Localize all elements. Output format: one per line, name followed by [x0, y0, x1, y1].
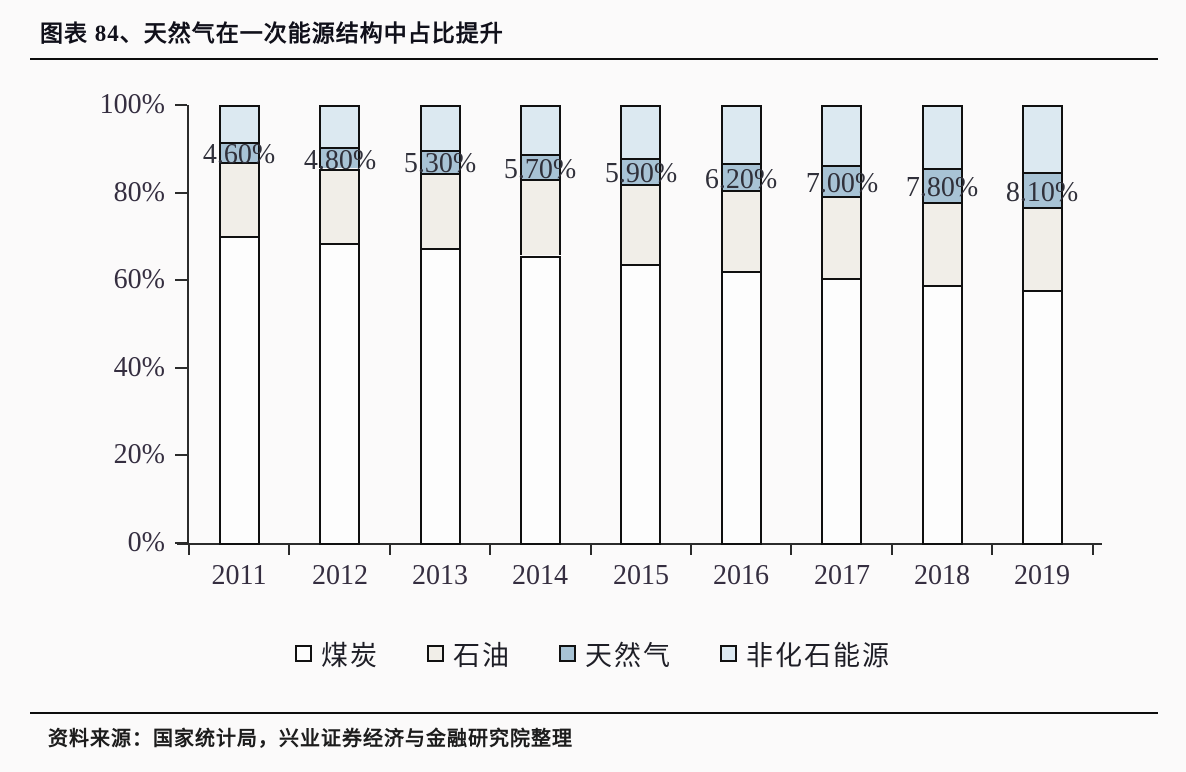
y-tick [175, 104, 187, 106]
y-tick-label: 80% [113, 177, 165, 208]
legend-swatch [295, 645, 312, 662]
x-tick-label: 2014 [512, 560, 568, 591]
x-tick [690, 545, 692, 555]
source-text: 资料来源：国家统计局，兴业证券经济与金融研究院整理 [48, 728, 573, 750]
legend-item-天然气: 天然气 [559, 634, 672, 673]
y-tick-label: 20% [113, 439, 165, 470]
bar-segment-煤炭 [520, 256, 561, 545]
bar-segment-非化石能源 [620, 105, 661, 158]
x-tick-label: 2017 [814, 560, 870, 591]
bar-segment-石油 [219, 162, 260, 236]
y-tick [175, 454, 187, 456]
y-tick [175, 367, 187, 369]
bar-segment-煤炭 [922, 285, 963, 545]
bar-segment-煤炭 [319, 243, 360, 545]
bar-label: 6.20% [704, 164, 778, 195]
bar-segment-天然气 [821, 165, 862, 196]
legend-item-非化石能源: 非化石能源 [720, 634, 891, 673]
legend-label: 石油 [453, 641, 511, 671]
bar-segment-石油 [420, 173, 461, 248]
title-divider [30, 58, 1158, 60]
bar-segment-天然气 [520, 154, 561, 179]
bar-label: 5.30% [403, 148, 477, 179]
x-tick-label: 2016 [713, 560, 769, 591]
bar-segment-煤炭 [721, 271, 762, 545]
legend-label: 煤炭 [321, 641, 379, 671]
x-tick [1092, 545, 1094, 555]
bar-label: 5.70% [503, 154, 577, 185]
y-tick-label: 60% [113, 264, 165, 295]
bar-segment-石油 [319, 169, 360, 243]
bar-label: 8.10% [1005, 177, 1079, 208]
bar-segment-非化石能源 [520, 105, 561, 154]
y-tick-label: 100% [99, 89, 165, 120]
legend-item-煤炭: 煤炭 [295, 634, 379, 673]
x-tick [288, 545, 290, 555]
bar-segment-煤炭 [219, 236, 260, 545]
bar-segment-石油 [721, 190, 762, 271]
bar-segment-煤炭 [620, 264, 661, 545]
bar-segment-天然气 [721, 163, 762, 190]
x-tick [188, 545, 190, 555]
bar-segment-天然气 [922, 168, 963, 202]
bar-segment-天然气 [319, 147, 360, 168]
legend-item-石油: 石油 [427, 634, 511, 673]
bar-segment-石油 [1022, 207, 1063, 290]
legend-swatch [559, 645, 576, 662]
legend-label: 天然气 [585, 641, 672, 671]
bar-segment-非化石能源 [721, 105, 762, 163]
y-tick-label: 0% [127, 527, 165, 558]
y-axis-line [187, 105, 189, 545]
bar-segment-非化石能源 [1022, 105, 1063, 172]
x-tick-label: 2015 [613, 560, 669, 591]
x-tick-label: 2018 [914, 560, 970, 591]
bar-segment-天然气 [219, 142, 260, 162]
bar-label: 7.80% [905, 172, 979, 203]
bar-segment-石油 [620, 184, 661, 264]
y-tick-label: 40% [113, 352, 165, 383]
bar-segment-非化石能源 [821, 105, 862, 165]
bar-segment-天然气 [1022, 172, 1063, 207]
y-tick [175, 279, 187, 281]
chart-legend: 煤炭 石油 天然气 非化石能源 [0, 634, 1186, 673]
bar-segment-石油 [821, 196, 862, 278]
legend-swatch [720, 645, 737, 662]
bar-label: 5.90% [604, 158, 678, 189]
bar-segment-天然气 [620, 158, 661, 184]
x-tick-label: 2011 [211, 560, 267, 591]
source-divider [30, 712, 1158, 714]
x-tick [489, 545, 491, 555]
bar-segment-天然气 [420, 150, 461, 173]
x-tick-label: 2019 [1014, 560, 1070, 591]
x-tick [590, 545, 592, 555]
x-tick [389, 545, 391, 555]
y-tick [175, 542, 187, 544]
y-tick [175, 192, 187, 194]
bar-segment-非化石能源 [319, 105, 360, 147]
bar-segment-非化石能源 [219, 105, 260, 142]
bar-segment-非化石能源 [922, 105, 963, 168]
bar-segment-石油 [520, 179, 561, 255]
x-tick-label: 2012 [312, 560, 368, 591]
x-tick [991, 545, 993, 555]
bar-segment-石油 [922, 202, 963, 285]
bar-segment-煤炭 [821, 278, 862, 545]
bar-label: 4.80% [303, 145, 377, 176]
x-tick [891, 545, 893, 555]
legend-label: 非化石能源 [746, 641, 891, 671]
bar-label: 7.00% [805, 168, 879, 199]
bar-label: 4.60% [202, 139, 276, 170]
x-tick [790, 545, 792, 555]
bar-segment-非化石能源 [420, 105, 461, 150]
bar-segment-煤炭 [420, 248, 461, 545]
chart-title: 图表 84、天然气在一次能源结构中占比提升 [40, 21, 504, 46]
bar-segment-煤炭 [1022, 290, 1063, 545]
legend-swatch [427, 645, 444, 662]
x-tick-label: 2013 [412, 560, 468, 591]
